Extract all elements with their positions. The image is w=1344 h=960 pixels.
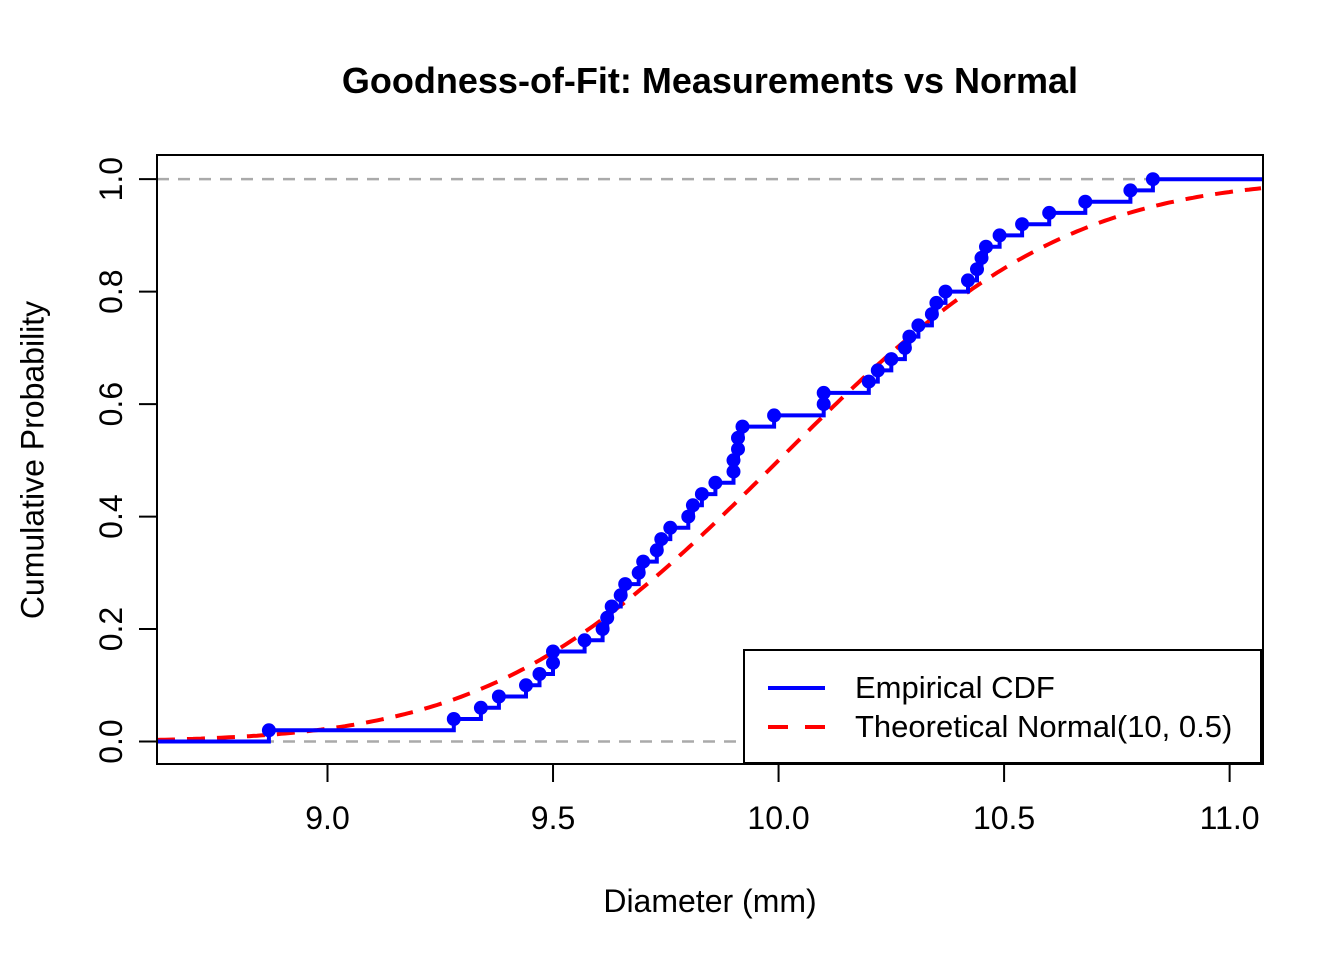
empirical-cdf-point [731,442,745,457]
x-axis-label: Diameter (mm) [603,883,817,919]
legend-box: Empirical CDF Theoretical Normal(10, 0.5… [743,649,1262,764]
legend-item-theoretical: Theoretical Normal(10, 0.5) [745,707,1260,746]
empirical-cdf-point [726,464,741,479]
empirical-cdf-point [600,610,615,625]
legend-line-sample-solid [768,685,825,690]
y-tick-label: 0.0 [93,719,129,763]
empirical-cdf-point [532,667,547,681]
chart-title: Goodness-of-Fit: Measurements vs Normal [341,60,1079,101]
empirical-cdf-point [884,352,899,367]
empirical-cdf-point [577,633,592,648]
empirical-cdf-point [1015,217,1030,232]
empirical-cdf-point [663,520,678,535]
empirical-cdf-point [992,228,1007,243]
x-tick-label: 9.5 [531,800,575,836]
empirical-cdf-point [261,723,276,738]
empirical-cdf-point [861,374,876,389]
empirical-cdf-point [1145,172,1160,187]
empirical-cdf-point [897,340,912,355]
empirical-cdf-point [726,453,741,468]
empirical-cdf-point [767,408,782,423]
empirical-cdf-point [636,554,651,569]
empirical-cdf-point [974,250,989,265]
theoretical-cdf-curve [156,186,1262,742]
empirical-cdf-point [618,577,633,592]
empirical-cdf-point [1042,205,1057,220]
empirical-cdf-point [613,588,628,603]
y-axis-label: Cumulative Probability [14,300,51,620]
x-tick-label: 11.0 [1200,800,1260,836]
empirical-cdf-point [924,307,939,322]
x-tick-label: 10.0 [747,800,809,836]
empirical-cdf-point [491,689,506,704]
empirical-cdf-point [816,397,831,412]
y-tick-label: 0.2 [93,607,129,651]
empirical-cdf-point [1078,194,1093,209]
empirical-cdf-point [649,543,664,558]
x-tick-label: 10.5 [973,800,1035,836]
empirical-cdf-point [979,239,993,254]
empirical-cdf-point [595,622,610,636]
empirical-cdf-point [816,385,831,400]
empirical-cdf-point [731,430,745,445]
y-tick-label: 0.4 [93,494,129,538]
empirical-cdf-point [1123,183,1138,198]
empirical-cdf-point [970,262,984,277]
empirical-cdf-point [902,329,917,344]
legend-item-empirical: Empirical CDF [745,668,1260,707]
empirical-cdf-point [631,565,646,580]
empirical-cdf-point [446,712,461,726]
empirical-cdf-point [735,419,750,434]
y-tick-label: 0.6 [93,382,129,426]
empirical-cdf-point [694,487,709,502]
y-tick-label: 1.0 [93,157,129,201]
empirical-cdf-point [473,700,488,715]
empirical-cdf-point [604,599,619,614]
empirical-cdf-point [519,678,533,693]
empirical-cdf-point [929,295,944,310]
legend-label: Empirical CDF [855,670,1055,705]
empirical-cdf-point [546,644,560,659]
x-tick-label: 9.0 [305,800,349,836]
empirical-cdf-point [870,363,885,378]
empirical-cdf-point [938,284,953,299]
empirical-cdf-point [546,655,560,670]
empirical-cdf-point [911,318,926,333]
legend-line-sample-dashed [768,724,825,729]
legend-label: Theoretical Normal(10, 0.5) [855,709,1233,744]
empirical-cdf-point [961,273,975,288]
empirical-cdf-point [681,509,696,524]
empirical-cdf-point [685,498,700,513]
empirical-cdf-point [654,532,669,547]
plot-border [156,154,1264,765]
y-tick-label: 0.8 [93,269,129,313]
empirical-cdf-point [708,475,723,490]
